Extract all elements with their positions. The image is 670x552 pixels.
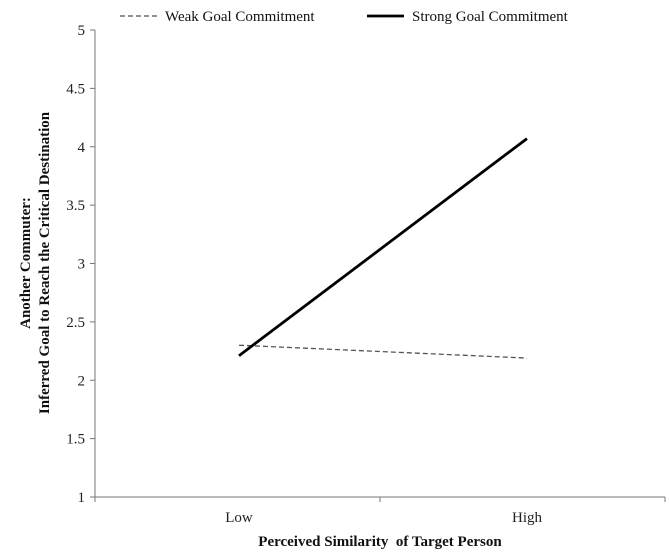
x-ticks: Low High xyxy=(94,497,666,526)
x-tick-label: High xyxy=(512,510,543,526)
legend-label-weak: Weak Goal Commitment xyxy=(165,9,315,25)
y-axis-title-line-2: Inferred Goal to Reach the Critical Dest… xyxy=(37,111,53,414)
y-tick-label: 3 xyxy=(78,257,86,273)
y-tick-label: 4 xyxy=(78,140,86,156)
y-axis-title-line-1: Another Commuter: xyxy=(18,197,34,329)
y-axis: 1 1.5 2 2.5 3 3.5 4 4.5 5 xyxy=(66,23,96,506)
y-tick-label: 3.5 xyxy=(66,198,85,214)
y-tick-label: 2 xyxy=(78,373,86,389)
series-line-strong xyxy=(238,137,528,357)
y-tick-label: 5 xyxy=(78,23,86,39)
series-lines xyxy=(238,137,528,359)
x-tick-label: Low xyxy=(225,510,253,526)
y-tick-label: 1.5 xyxy=(66,432,85,448)
x-axis-title: Perceived Similarity of Target Person xyxy=(258,534,502,550)
legend-label-strong: Strong Goal Commitment xyxy=(412,9,569,25)
y-tick-label: 4.5 xyxy=(66,81,85,97)
x-axis: Low High xyxy=(94,496,666,526)
legend: Weak Goal Commitment Strong Goal Commitm… xyxy=(120,9,569,25)
y-ticks: 1 1.5 2 2.5 3 3.5 4 4.5 5 xyxy=(66,23,95,506)
y-tick-label: 2.5 xyxy=(66,315,85,331)
y-tick-label: 1 xyxy=(78,490,86,506)
series-line-weak xyxy=(238,344,528,359)
